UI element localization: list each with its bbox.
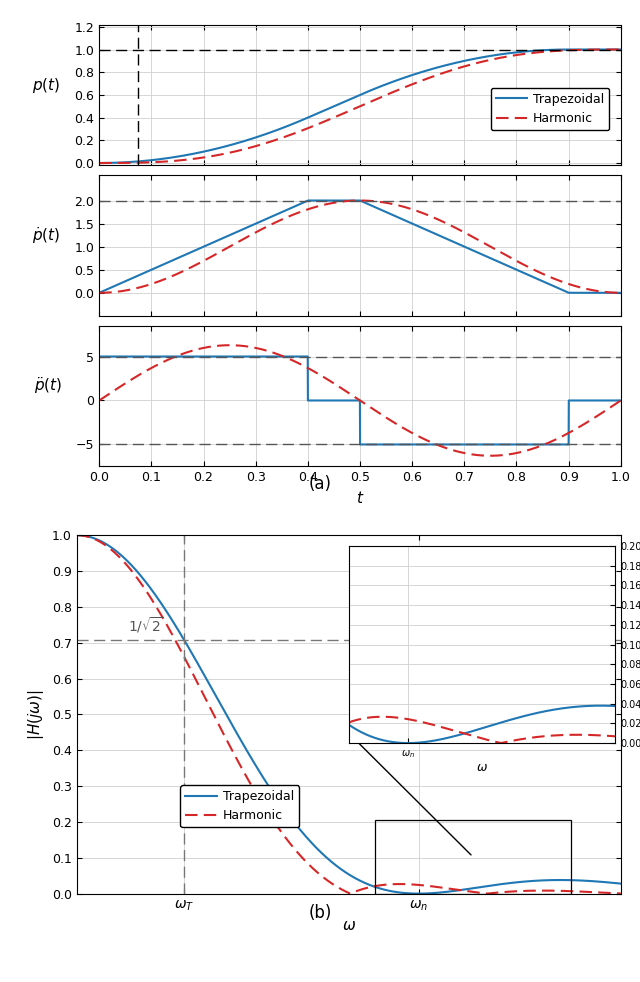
Trapezoidal	[607, 43, 614, 55]
X-axis label: $\omega$: $\omega$	[476, 761, 488, 774]
Trapezoidal	[155, 153, 163, 165]
Harmonic	[155, 156, 163, 168]
Trapezoidal	[617, 43, 625, 55]
Harmonic	[281, 831, 289, 843]
Y-axis label: $\ddot{p}(t)$: $\ddot{p}(t)$	[34, 375, 62, 396]
Line: Trapezoidal: Trapezoidal	[77, 535, 621, 894]
Harmonic	[95, 157, 103, 169]
Y-axis label: $p(t)$: $p(t)$	[33, 76, 61, 95]
Trapezoidal	[296, 116, 303, 128]
Line: Harmonic: Harmonic	[99, 49, 621, 163]
Trapezoidal	[427, 888, 435, 900]
Text: $1/\sqrt{2}$: $1/\sqrt{2}$	[129, 615, 164, 634]
Trapezoidal	[95, 157, 103, 169]
Trapezoidal	[550, 44, 558, 56]
Harmonic	[172, 635, 179, 647]
Trapezoidal	[479, 881, 486, 893]
Y-axis label: $\dot{p}(t)$: $\dot{p}(t)$	[33, 225, 61, 246]
Line: Harmonic: Harmonic	[77, 535, 621, 894]
Harmonic	[296, 126, 303, 137]
Harmonic	[607, 43, 614, 55]
Text: (a): (a)	[308, 475, 332, 493]
Legend: Trapezoidal, Harmonic: Trapezoidal, Harmonic	[180, 786, 299, 828]
Trapezoidal	[318, 106, 326, 118]
Harmonic	[483, 888, 491, 900]
Y-axis label: $|H(j\omega)|$: $|H(j\omega)|$	[26, 689, 46, 739]
Trapezoidal	[520, 876, 528, 888]
Line: Trapezoidal: Trapezoidal	[99, 49, 621, 163]
Trapezoidal	[415, 888, 422, 900]
Trapezoidal	[186, 148, 193, 160]
Trapezoidal	[73, 529, 81, 541]
Trapezoidal	[617, 878, 625, 890]
Harmonic	[520, 885, 528, 897]
Harmonic	[318, 117, 326, 129]
Trapezoidal	[281, 803, 289, 815]
Trapezoidal	[565, 43, 573, 55]
X-axis label: $t$: $t$	[356, 490, 364, 506]
Text: (b): (b)	[308, 904, 332, 922]
Legend: Trapezoidal, Harmonic: Trapezoidal, Harmonic	[491, 87, 609, 130]
Harmonic	[479, 888, 486, 900]
Harmonic	[617, 43, 625, 55]
Harmonic	[186, 153, 193, 165]
Harmonic	[550, 45, 558, 57]
X-axis label: $\omega$: $\omega$	[342, 918, 356, 934]
Harmonic	[73, 529, 81, 541]
Harmonic	[427, 880, 435, 892]
Bar	[375, 820, 571, 894]
Trapezoidal	[399, 887, 407, 899]
Trapezoidal	[172, 620, 179, 631]
Harmonic	[617, 888, 625, 900]
Harmonic	[399, 878, 407, 890]
